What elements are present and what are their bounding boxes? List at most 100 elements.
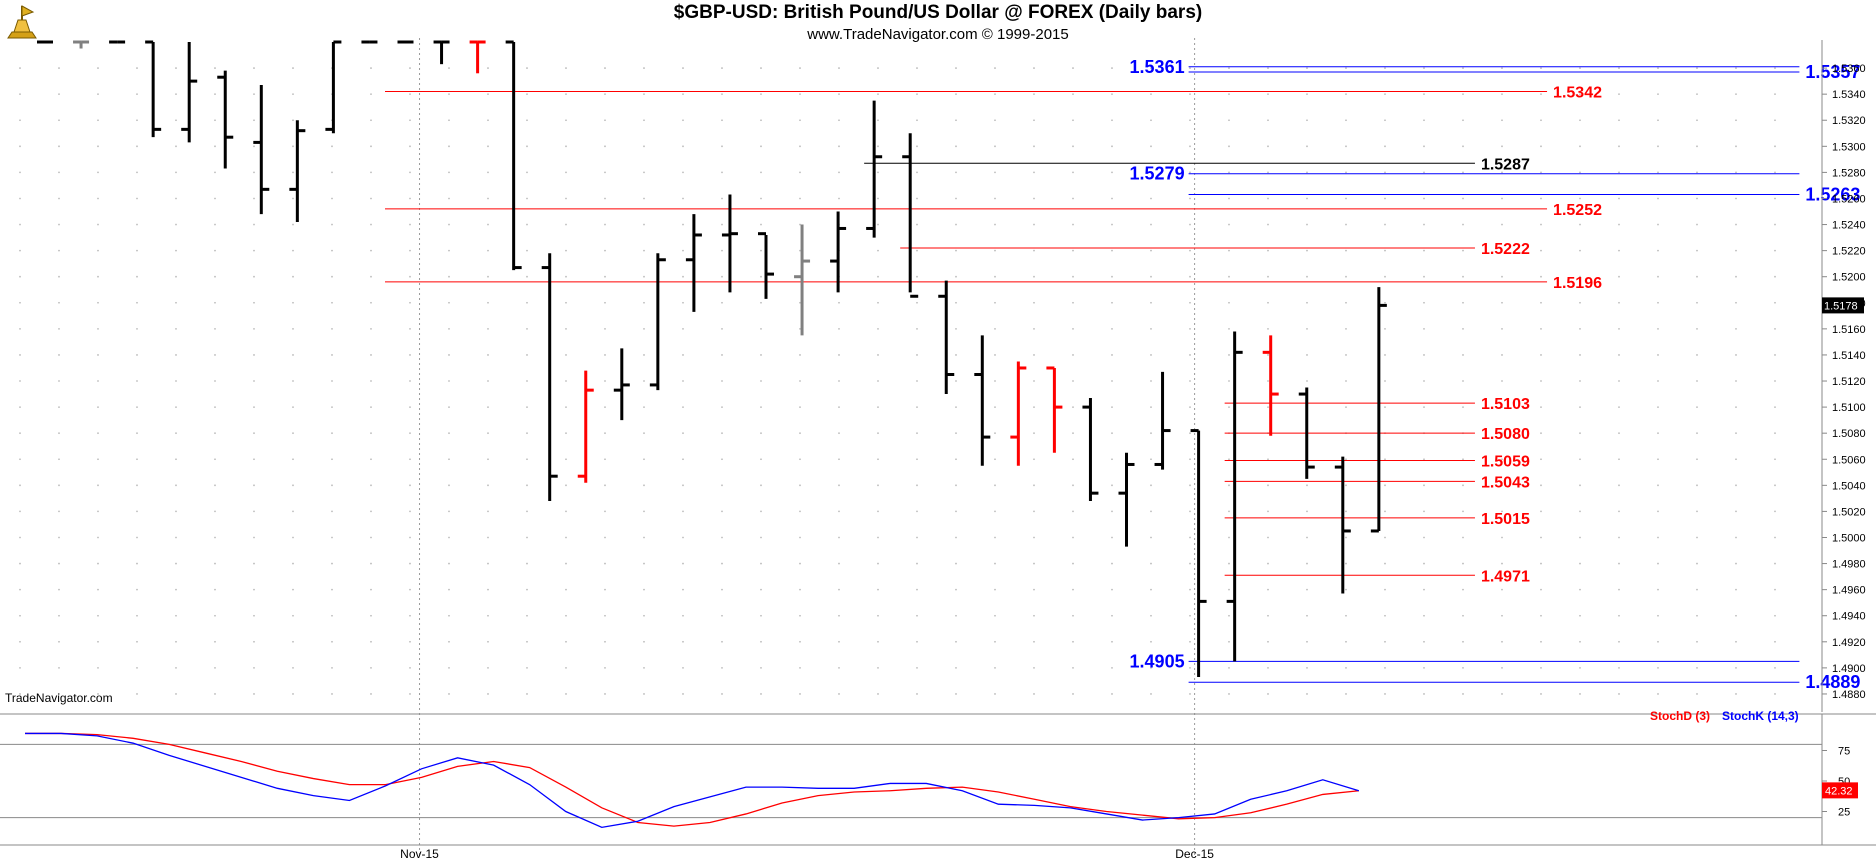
grid-dot bbox=[643, 327, 645, 330]
grid-dot bbox=[1696, 666, 1698, 669]
ohlc-bar bbox=[721, 194, 738, 293]
grid-dot bbox=[1150, 406, 1152, 408]
grid-dot bbox=[1774, 510, 1776, 513]
ohlc-bar bbox=[1046, 366, 1063, 453]
ohlc-bar bbox=[1010, 361, 1027, 466]
grid-dot bbox=[1540, 432, 1542, 435]
grid-dot bbox=[1462, 458, 1464, 461]
grid-dot bbox=[214, 119, 216, 122]
grid-dot bbox=[370, 666, 372, 669]
grid-dot bbox=[136, 119, 138, 122]
grid-dot bbox=[448, 588, 450, 591]
grid-dot bbox=[1189, 197, 1191, 200]
grid-dot bbox=[721, 275, 723, 278]
grid-dot bbox=[760, 640, 762, 643]
grid-dot bbox=[409, 380, 411, 382]
grid-dot bbox=[58, 145, 60, 148]
price-tick-label: 1.5200 bbox=[1832, 272, 1866, 284]
grid-dot bbox=[838, 197, 840, 200]
grid-dot bbox=[1072, 536, 1074, 539]
grid-dot bbox=[1189, 406, 1191, 408]
grid-dot bbox=[838, 640, 840, 643]
grid-dot bbox=[1150, 536, 1152, 539]
grid-dot bbox=[916, 588, 918, 591]
grid-dot bbox=[409, 197, 411, 200]
grid-dot bbox=[331, 275, 333, 278]
grid-dot bbox=[331, 588, 333, 591]
stoch-tick-label: 75 bbox=[1838, 746, 1850, 758]
ohlc-bar bbox=[217, 70, 234, 169]
grid-dot bbox=[1462, 614, 1464, 617]
ohlc-bar bbox=[325, 40, 342, 134]
grid-dot bbox=[1033, 562, 1035, 565]
grid-dot bbox=[214, 693, 216, 695]
grid-dot bbox=[1072, 197, 1074, 200]
date-axis: Nov-15 Dec-15 bbox=[0, 844, 1876, 861]
grid-dot bbox=[1267, 275, 1269, 278]
grid-dot bbox=[877, 354, 879, 356]
grid-dot bbox=[1696, 380, 1698, 382]
grid-dot bbox=[292, 666, 294, 669]
grid-dot bbox=[760, 171, 762, 174]
grid-dot bbox=[448, 666, 450, 669]
grid-dot bbox=[721, 614, 723, 617]
grid-dot bbox=[994, 301, 996, 304]
grid-dot bbox=[1384, 536, 1386, 539]
grid-dot bbox=[331, 301, 333, 304]
grid-dot bbox=[1072, 510, 1074, 513]
grid-dot bbox=[1111, 301, 1113, 304]
grid-dot bbox=[1306, 93, 1308, 96]
grid-dot bbox=[1033, 406, 1035, 408]
grid-dot bbox=[1501, 536, 1503, 539]
grid-dot bbox=[1618, 301, 1620, 304]
grid-dot bbox=[1384, 145, 1386, 148]
grid-dot bbox=[1072, 640, 1074, 643]
grid-dot bbox=[760, 119, 762, 122]
grid-dot bbox=[1150, 301, 1152, 304]
grid-dot bbox=[1540, 458, 1542, 461]
grid-dot bbox=[955, 484, 957, 487]
grid-dot bbox=[1696, 406, 1698, 408]
grid-dot bbox=[955, 327, 957, 330]
grid-dot bbox=[643, 432, 645, 435]
grid-dot bbox=[565, 666, 567, 669]
grid-dot bbox=[1462, 640, 1464, 643]
grid-dot bbox=[136, 640, 138, 643]
grid-dot bbox=[877, 301, 879, 304]
grid-dot bbox=[838, 432, 840, 435]
grid-dot bbox=[1501, 693, 1503, 695]
grid-dot bbox=[136, 614, 138, 617]
price-tick-label: 1.4920 bbox=[1832, 637, 1866, 649]
grid-dot bbox=[1540, 380, 1542, 382]
grid-dot bbox=[1072, 562, 1074, 565]
grid-dot bbox=[1345, 223, 1347, 226]
grid-dot bbox=[526, 223, 528, 226]
grid-dot bbox=[994, 249, 996, 252]
grid-dot bbox=[1033, 145, 1035, 148]
grid-dot bbox=[370, 249, 372, 252]
grid-dot bbox=[799, 432, 801, 435]
grid-dot bbox=[1033, 67, 1035, 69]
price-bars bbox=[37, 40, 1387, 678]
grid-dot bbox=[1618, 510, 1620, 513]
grid-dot bbox=[1384, 119, 1386, 122]
level-label: 1.5059 bbox=[1481, 454, 1530, 471]
grid-dot bbox=[331, 562, 333, 565]
grid-dot bbox=[1228, 406, 1230, 408]
grid-dot bbox=[838, 614, 840, 617]
grid-dot bbox=[409, 223, 411, 226]
grid-dot bbox=[1774, 458, 1776, 461]
grid-dot bbox=[916, 458, 918, 461]
grid-dot bbox=[1462, 327, 1464, 330]
grid-dot bbox=[1384, 693, 1386, 695]
grid-dot bbox=[136, 588, 138, 591]
grid-dot bbox=[565, 93, 567, 96]
grid-dot bbox=[1657, 301, 1659, 304]
grid-dot bbox=[604, 614, 606, 617]
grid-dot bbox=[877, 484, 879, 487]
grid-dot bbox=[1150, 67, 1152, 69]
grid-dot bbox=[1423, 145, 1425, 148]
grid-dot bbox=[1384, 510, 1386, 513]
grid-dot bbox=[448, 145, 450, 148]
grid-dot bbox=[1345, 354, 1347, 356]
